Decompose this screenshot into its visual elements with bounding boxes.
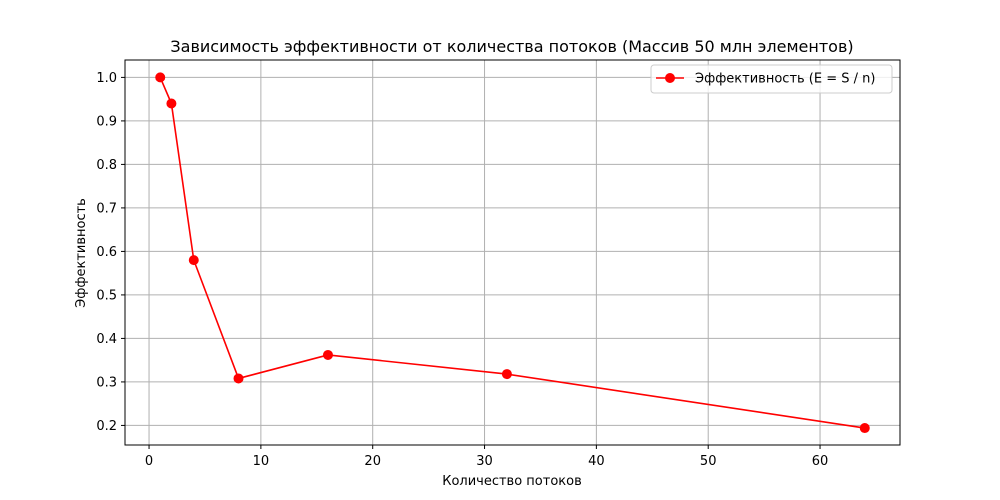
legend-box — [650, 64, 893, 94]
legend-entry-label: Эффективность (E = S / n) — [695, 72, 875, 87]
x-axis: 0 10 20 30 40 50 60 — [145, 445, 828, 469]
y-tick-label: 0.4 — [96, 332, 117, 347]
x-tick-label: 20 — [364, 454, 381, 469]
legend: Эффективность (E = S / n) — [650, 64, 893, 94]
x-tick-label: 30 — [476, 454, 493, 469]
x-tick-label: 10 — [253, 454, 270, 469]
data-point-marker — [233, 373, 244, 384]
y-tick-label: 1.0 — [96, 71, 117, 86]
y-tick-label: 0.5 — [96, 288, 117, 303]
data-point-marker — [188, 255, 199, 266]
data-point-marker — [155, 72, 166, 83]
y-axis-label: Эффективность — [74, 198, 89, 308]
y-tick-label: 0.6 — [96, 245, 117, 260]
chart-title: Зависимость эффективности от количества … — [170, 37, 853, 56]
data-point-marker — [322, 349, 333, 360]
series-layer — [155, 72, 870, 434]
x-tick-label: 50 — [700, 454, 717, 469]
plot-frame — [124, 59, 901, 446]
data-point-marker — [166, 98, 177, 109]
y-tick-label: 0.3 — [96, 375, 117, 390]
x-tick-label: 60 — [812, 454, 829, 469]
x-tick-label: 40 — [588, 454, 605, 469]
legend-marker-swatch — [665, 73, 675, 83]
y-axis: 0.2 0.3 0.4 0.5 0.6 0.7 0.8 0.9 1.0 — [96, 71, 125, 434]
data-point-marker — [501, 369, 512, 380]
x-tick-label: 0 — [145, 454, 153, 469]
y-tick-label: 0.9 — [96, 114, 117, 129]
y-tick-label: 0.2 — [96, 419, 117, 434]
y-tick-label: 0.8 — [96, 158, 117, 173]
y-tick-label: 0.7 — [96, 201, 117, 216]
data-point-marker — [859, 423, 870, 434]
x-axis-label: Количество потоков — [442, 474, 582, 489]
grid — [125, 60, 900, 445]
